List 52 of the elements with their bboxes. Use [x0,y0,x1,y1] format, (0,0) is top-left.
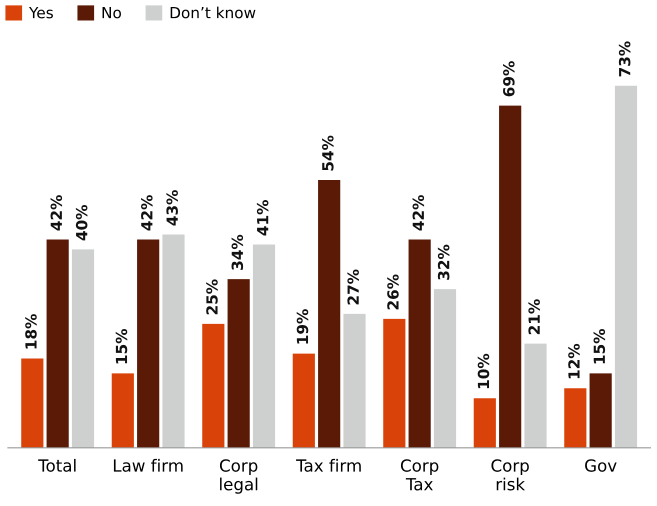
bar [318,180,340,448]
bar [112,373,134,448]
legend-label: Yes [28,7,53,18]
x-tick-label: Tax firm [296,458,361,472]
data-label: 42% [412,195,424,230]
data-label: 10% [478,354,490,388]
bar [292,354,315,448]
data-label: 19% [296,309,308,344]
bar [383,318,406,448]
x-tick-label: Corp risk [491,459,529,490]
x-tick-label: Total [38,458,76,472]
data-label: 40% [76,205,88,240]
data-label: 69% [503,61,515,96]
data-label: 18% [25,314,37,348]
data-label: 42% [141,195,153,230]
bar [252,244,276,448]
bar [614,86,638,448]
data-label: 15% [116,329,128,364]
x-tick-label: Corp Tax [400,459,438,490]
bar [434,289,456,448]
bar [21,358,44,448]
bar [343,314,366,448]
bar [162,234,185,448]
bar [564,388,586,448]
bar [72,249,94,448]
data-label: 73% [618,41,630,76]
data-label: 34% [232,234,244,270]
x-tick-label: Law firm [114,458,183,472]
data-label: 42% [50,195,62,230]
data-label: 27% [347,269,359,304]
x-tick-label: Gov [585,459,617,472]
data-label: 43% [166,190,178,226]
legend-label: Don’t know [170,6,256,18]
data-label: 21% [528,299,540,334]
x-tick-label: Corp legal [220,459,258,494]
bar [590,373,612,448]
bar [228,279,250,448]
data-label: 54% [322,136,334,170]
bar [408,240,431,448]
bar [46,240,69,448]
legend-label: No [102,7,121,18]
data-label: 15% [594,329,606,364]
data-label: 32% [438,244,450,280]
bar [137,240,160,448]
bar [202,324,224,448]
data-label: 12% [568,344,580,378]
data-label: 26% [387,274,399,310]
data-label: 41% [256,200,268,236]
bar [524,344,547,448]
data-label: 25% [206,279,218,314]
bar [474,398,496,448]
bar [499,106,522,448]
